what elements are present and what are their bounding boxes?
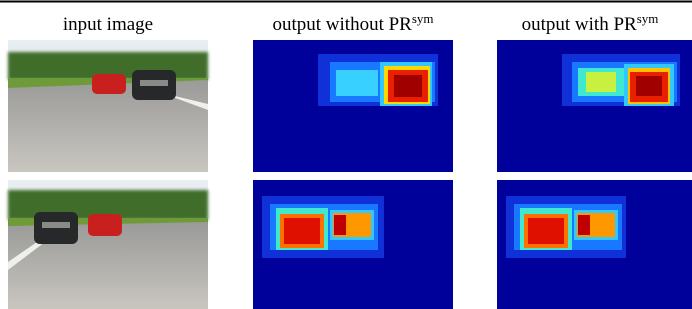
- header-text: output without PR: [272, 14, 412, 35]
- header: input image: [63, 14, 153, 35]
- heatmap: [497, 40, 692, 172]
- input-photo: [8, 40, 208, 172]
- heatmap: [253, 180, 453, 309]
- heatmap: [253, 40, 453, 172]
- header-sup: sym: [637, 11, 659, 26]
- heatmap: [497, 180, 692, 309]
- header-text: output with PR: [522, 14, 637, 35]
- input-photo: [8, 180, 208, 309]
- header: output without PRsym: [272, 11, 433, 35]
- header: output with PRsym: [522, 11, 659, 35]
- header-sup: sym: [412, 11, 434, 26]
- figure: input image output without PRsym output …: [0, 0, 692, 309]
